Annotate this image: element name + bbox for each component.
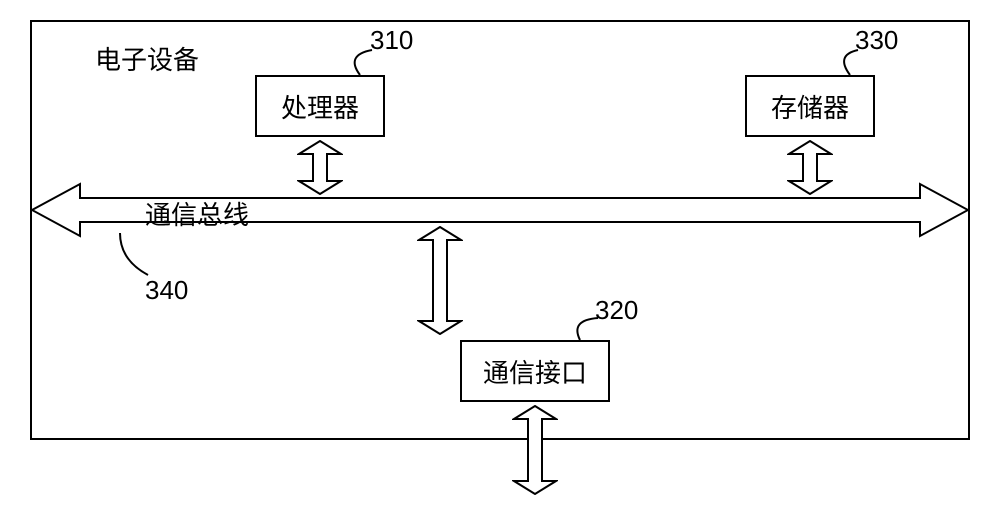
comm-interface-box: 通信接口 [460,340,610,402]
comm-interface-label: 通信接口 [483,353,587,390]
processor-box: 处理器 [255,75,385,137]
bus-label: 通信总线 [145,195,249,232]
device-title: 电子设备 [95,40,199,77]
arrow-bus-comm [417,226,463,335]
memory-connector [830,45,863,80]
processor-connector [340,45,377,80]
arrow-comm-external [512,405,558,495]
arrow-processor-bus [297,140,343,195]
bus-connector [115,228,153,280]
arrow-memory-bus [787,140,833,195]
memory-box: 存储器 [745,75,875,137]
memory-label: 存储器 [771,88,849,125]
processor-label: 处理器 [281,88,359,125]
comm-interface-connector [565,313,603,345]
